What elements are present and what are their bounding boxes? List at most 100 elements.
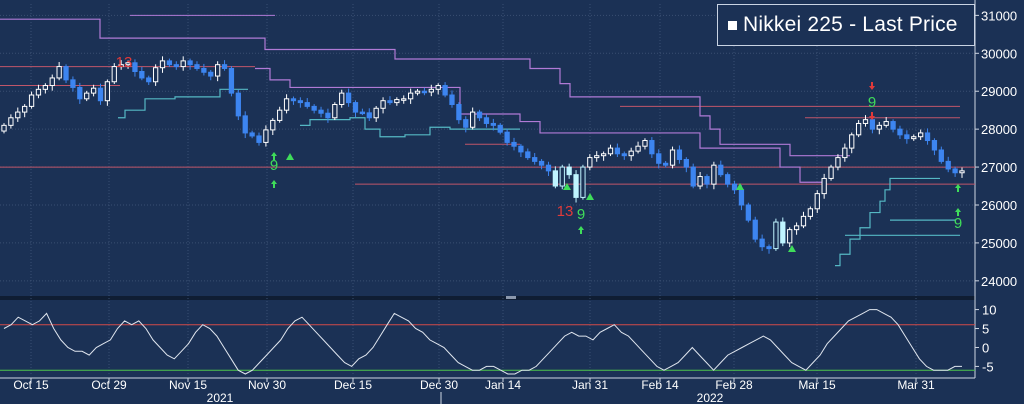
candle-body bbox=[594, 155, 600, 159]
lower-staircase-2 bbox=[300, 117, 520, 138]
candle-body bbox=[511, 141, 517, 147]
candle-body bbox=[28, 94, 35, 107]
candle-body bbox=[793, 225, 800, 231]
candle-body bbox=[442, 85, 448, 96]
candle-body bbox=[215, 64, 221, 77]
candle-body bbox=[1, 124, 7, 132]
candle-body bbox=[814, 193, 820, 210]
candle-body bbox=[518, 145, 524, 153]
candle-body bbox=[532, 157, 538, 162]
triangle-marker-icon bbox=[563, 183, 571, 190]
price-tick-label: 30000 bbox=[981, 46, 1017, 61]
candle-body bbox=[242, 115, 248, 134]
candle-body bbox=[366, 112, 372, 119]
candle-body bbox=[821, 177, 827, 195]
signal-label: 9 bbox=[868, 94, 876, 111]
candle-body bbox=[538, 160, 545, 166]
x-tick-label: Mar 31 bbox=[897, 378, 935, 392]
candle-body bbox=[456, 103, 462, 121]
year-label: 2021 bbox=[207, 391, 234, 404]
candle-body bbox=[166, 60, 173, 66]
candle-body bbox=[621, 153, 627, 157]
candle-body bbox=[256, 135, 262, 143]
x-tick-label: Dec 30 bbox=[420, 378, 458, 392]
candle-body bbox=[807, 208, 814, 217]
candle-body bbox=[649, 140, 655, 155]
triangle-marker-icon bbox=[286, 153, 294, 160]
candle-body bbox=[738, 189, 745, 206]
osc-tick-label: 5 bbox=[982, 322, 989, 337]
candle-body bbox=[552, 170, 559, 187]
price-tick-label: 29000 bbox=[981, 84, 1017, 99]
candle-body bbox=[490, 122, 496, 126]
candle-body bbox=[318, 109, 324, 114]
candle-body bbox=[421, 90, 428, 94]
candle-body bbox=[449, 94, 455, 105]
price-tick-label: 25000 bbox=[981, 236, 1017, 251]
candle-body bbox=[842, 147, 848, 159]
candle-body bbox=[587, 157, 593, 168]
candle-body bbox=[890, 121, 896, 130]
x-tick-label: Jan 31 bbox=[572, 378, 608, 392]
candle-body bbox=[56, 66, 62, 79]
candle-body bbox=[428, 88, 434, 93]
candle-body bbox=[187, 60, 193, 66]
candle-body bbox=[497, 124, 503, 133]
candle-body bbox=[580, 166, 586, 198]
candle-body bbox=[676, 149, 683, 160]
candle-body bbox=[104, 81, 111, 102]
candle-body bbox=[952, 168, 958, 174]
candle-body bbox=[159, 60, 166, 69]
triangle-marker-icon bbox=[736, 183, 744, 190]
x-tick-label: Nov 30 bbox=[248, 378, 286, 392]
candle-body bbox=[504, 131, 510, 143]
candle-body bbox=[800, 215, 807, 227]
candle-body bbox=[97, 87, 104, 102]
candle-body bbox=[656, 153, 662, 164]
candle-body bbox=[221, 64, 228, 69]
year-label: 2022 bbox=[697, 391, 724, 404]
candle-body bbox=[614, 147, 621, 155]
candle-body bbox=[208, 71, 214, 77]
candle-body bbox=[194, 64, 200, 69]
candle-body bbox=[780, 221, 786, 244]
candle-body bbox=[132, 62, 138, 73]
candle-body bbox=[401, 98, 407, 101]
candle-body bbox=[380, 100, 386, 109]
candle-body bbox=[311, 105, 317, 111]
signal-label: 9 bbox=[270, 157, 278, 174]
candle-body bbox=[855, 122, 862, 136]
x-tick-label: Jan 14 bbox=[485, 378, 521, 392]
candle-body bbox=[745, 204, 751, 221]
x-tick-label: Nov 15 bbox=[169, 378, 207, 392]
candle-body bbox=[146, 77, 152, 83]
candle-body bbox=[290, 98, 297, 102]
candle-body bbox=[711, 164, 717, 185]
candle-body bbox=[270, 119, 276, 131]
candle-body bbox=[394, 99, 400, 104]
candle-body bbox=[339, 92, 345, 105]
down-arrow-icon bbox=[869, 82, 875, 90]
candle-body bbox=[573, 174, 579, 198]
candle-body bbox=[828, 166, 834, 179]
oscillator-line bbox=[3, 309, 962, 375]
triangle-marker-icon bbox=[586, 193, 594, 200]
candle-body bbox=[283, 98, 290, 111]
candle-body bbox=[139, 71, 145, 79]
candle-body bbox=[566, 166, 572, 176]
candle-body bbox=[959, 170, 965, 174]
candle-body bbox=[787, 229, 793, 244]
candle-body bbox=[883, 121, 889, 126]
x-tick-label: Oct 29 bbox=[91, 378, 127, 392]
lower-staircase bbox=[118, 88, 248, 119]
upper-staircase-2 bbox=[255, 67, 825, 183]
candle-body bbox=[235, 92, 241, 117]
signal-label: 9 bbox=[954, 215, 962, 232]
candle-body bbox=[718, 164, 724, 176]
candle-body bbox=[924, 132, 931, 142]
candle-body bbox=[704, 176, 710, 185]
legend: Nikkei 225 - Last Price bbox=[717, 4, 975, 46]
signal-label: 9 bbox=[577, 206, 585, 223]
candle-body bbox=[752, 219, 758, 240]
candle-body bbox=[725, 174, 731, 185]
